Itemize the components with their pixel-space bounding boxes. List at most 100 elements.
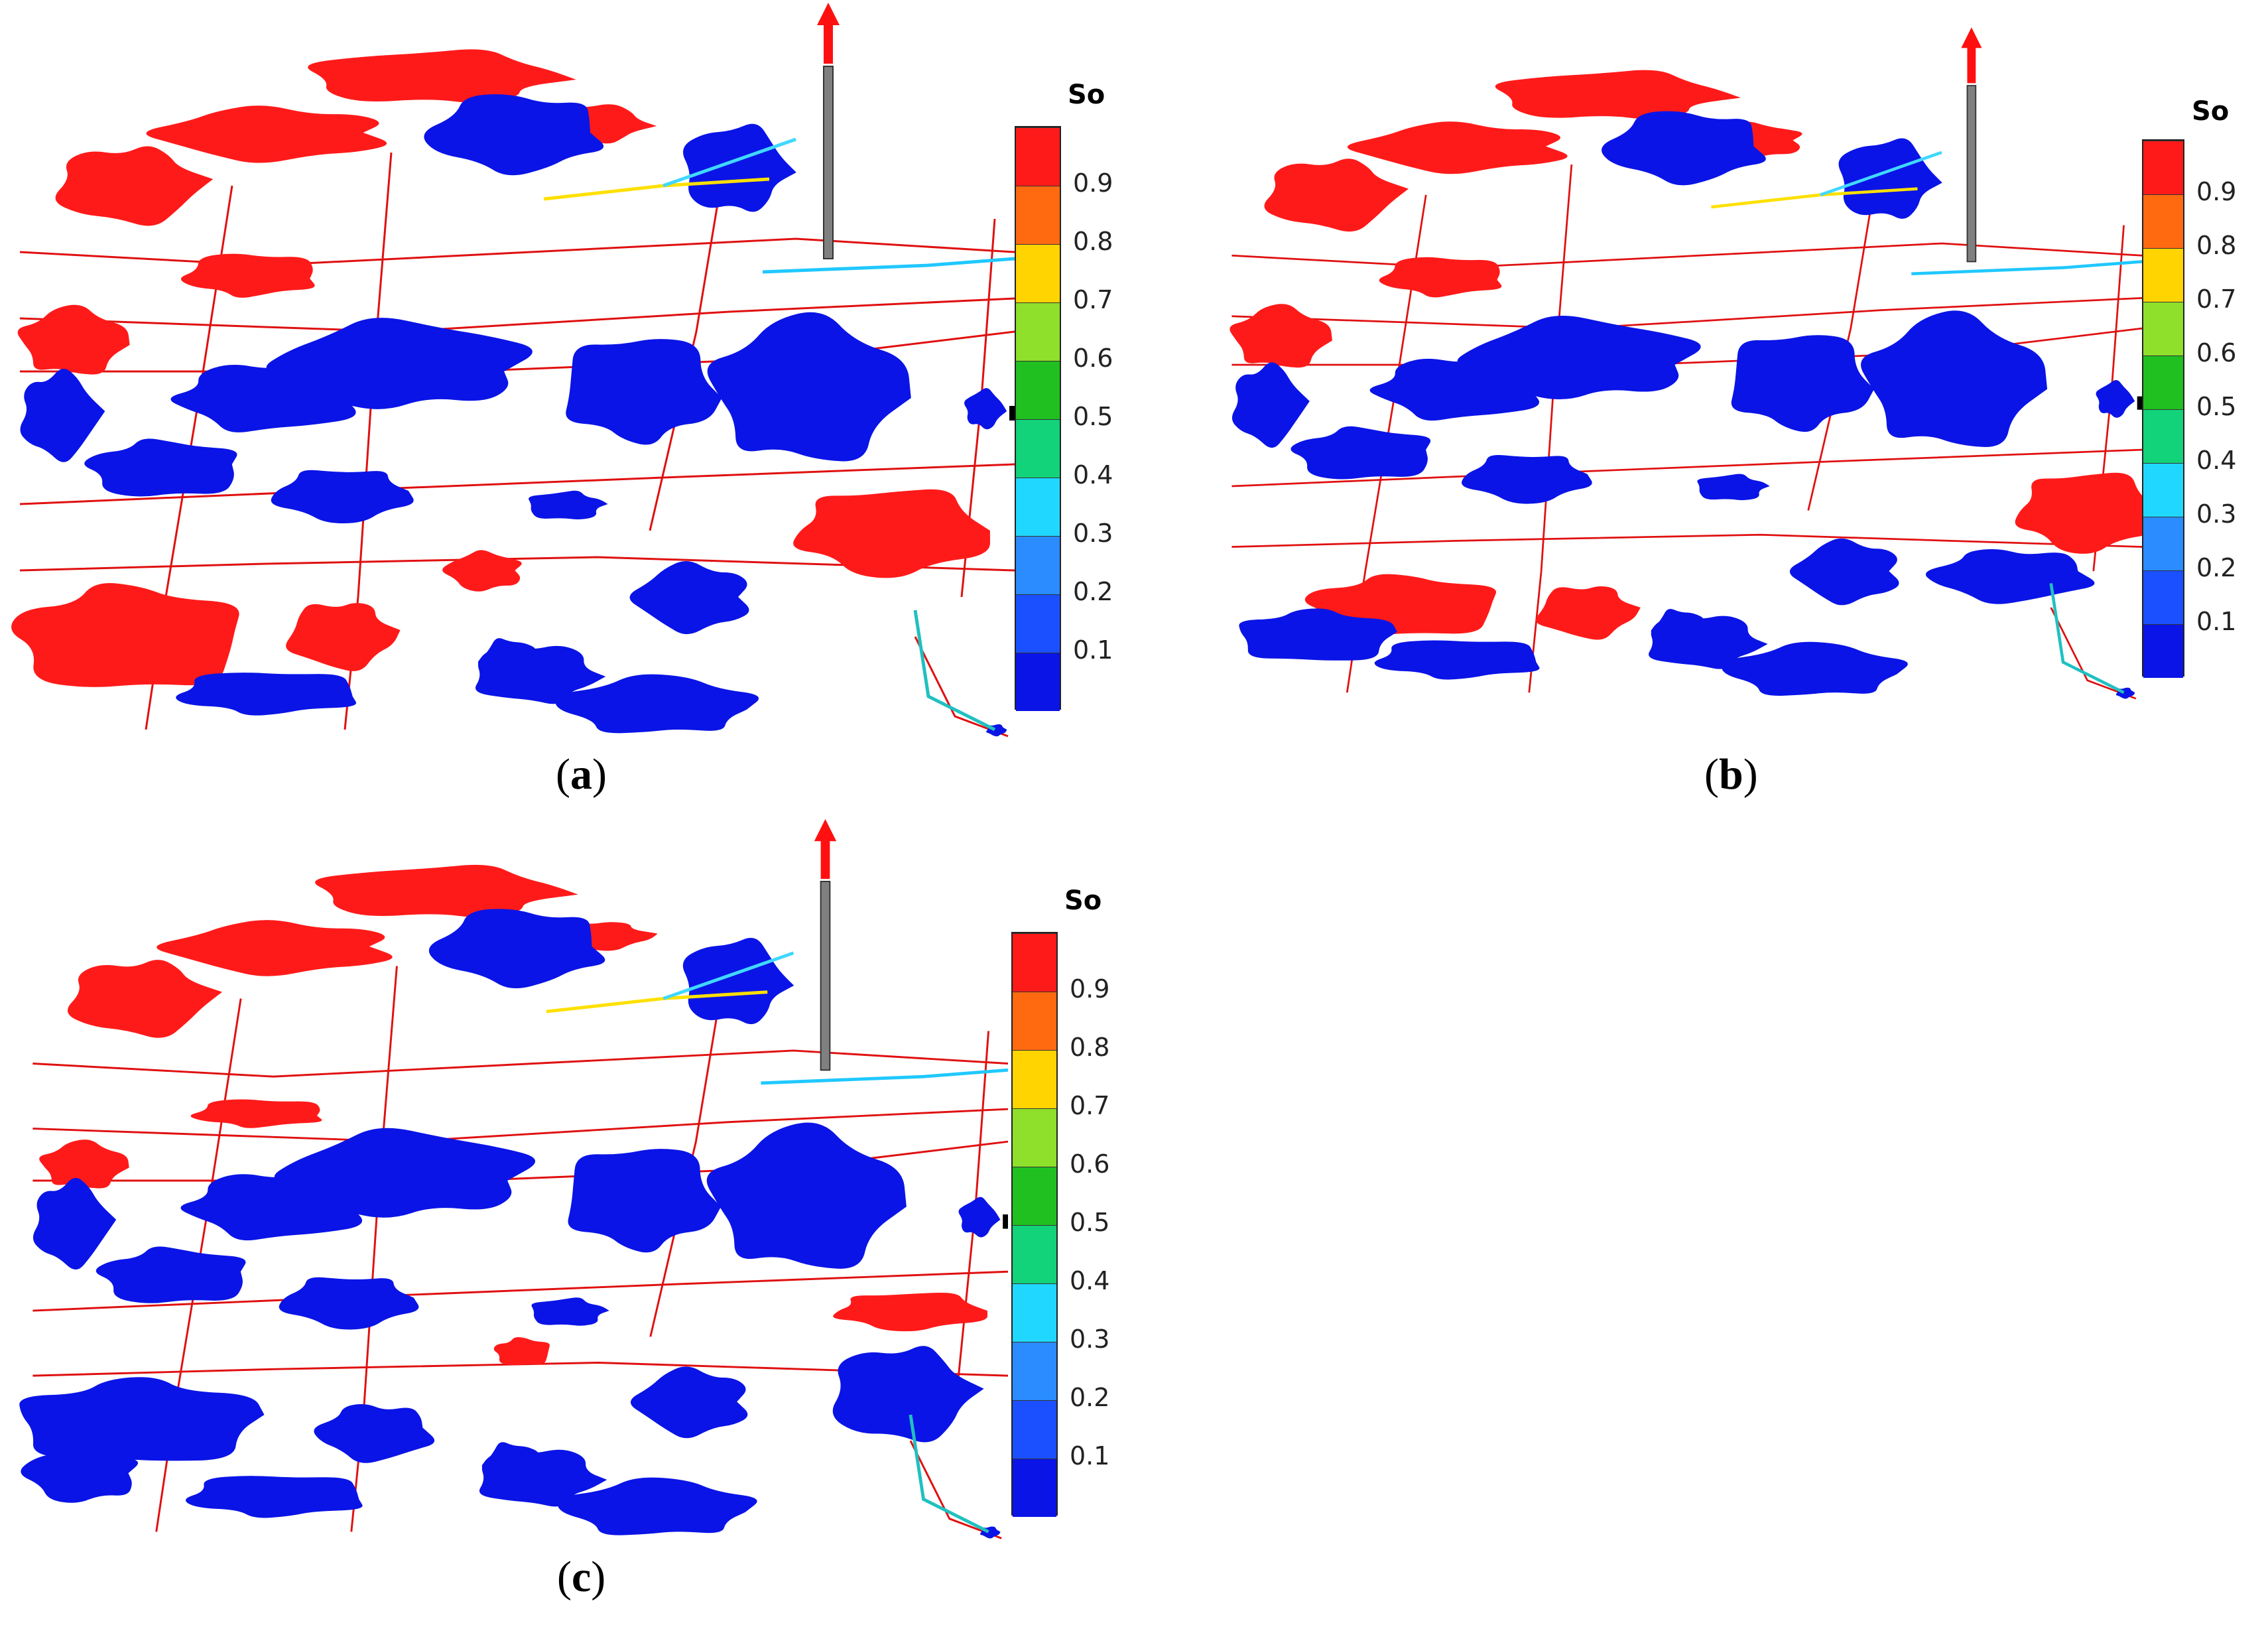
colorbar-b: So 0.9 0.8 0.7 0.6 0.5 0.4 0.3 0.2 0.1 <box>2142 93 2268 690</box>
colorbar-segment <box>1016 594 1060 653</box>
colorbar-segment <box>1013 1459 1056 1517</box>
fracture-line <box>19 297 1015 333</box>
saturation-map-b <box>1229 27 2142 700</box>
colorbar-tick-label: 0.2 <box>1073 577 1113 606</box>
oil-region <box>1229 304 1332 368</box>
transition-fracture <box>761 1068 1008 1085</box>
water-region <box>481 1442 540 1490</box>
oil-region <box>17 304 130 375</box>
water-region <box>1651 608 1705 654</box>
water-region <box>279 1277 419 1330</box>
colorbar-segment <box>1013 933 1056 992</box>
colorbar-segment <box>2143 194 2183 248</box>
caption-c: (c) <box>557 1553 606 1601</box>
water-region <box>186 1476 363 1518</box>
water-region <box>958 1197 1001 1238</box>
water-region <box>180 1174 363 1241</box>
water-region <box>1291 426 1431 480</box>
colorbar-segment <box>1016 419 1060 478</box>
water-region <box>707 312 911 462</box>
water-region <box>683 123 796 212</box>
water-region <box>629 561 749 635</box>
boundary-marker <box>1009 406 1015 421</box>
production-well <box>820 881 831 1071</box>
water-region <box>1925 549 2095 604</box>
colorbar-title: So <box>1068 80 1105 110</box>
oil-region <box>1347 121 1568 174</box>
colorbar-tick-label: 0.1 <box>1070 1441 1110 1470</box>
colorbar-segment <box>2143 248 2183 302</box>
fracture-line <box>1231 242 2142 269</box>
colorbar-segment <box>1013 1108 1056 1167</box>
water-region <box>271 470 414 524</box>
water-region <box>555 674 759 734</box>
water-region <box>557 1477 757 1535</box>
colorbar-segment <box>2143 570 2183 624</box>
colorbar-c: So 0.9 0.8 0.7 0.6 0.5 0.4 0.3 0.2 0.1 <box>1011 879 1164 1529</box>
colorbar-segment <box>2143 624 2183 678</box>
colorbar-tick-label: 0.8 <box>1073 227 1113 256</box>
panel-b: So 0.9 0.8 0.7 0.6 0.5 0.4 0.3 0.2 0.1 (b) <box>1214 7 2268 816</box>
water-region <box>477 638 537 687</box>
colorbar-tick-label: 0.1 <box>2196 607 2237 636</box>
fracture-line <box>1231 533 2142 548</box>
production-arrow-icon <box>1961 27 1982 84</box>
colorbar-tick-label: 0.7 <box>1070 1091 1110 1120</box>
colorbar-segment <box>2143 463 2183 517</box>
colorbar-tick-label: 0.9 <box>2196 177 2237 206</box>
boundary-marker <box>1003 1214 1008 1229</box>
transition-fracture <box>1820 151 1942 196</box>
colorbar-tick-label: 0.8 <box>2196 231 2237 260</box>
water-region <box>1239 608 1397 661</box>
water-region <box>314 1404 435 1463</box>
colorbar-a: So 0.9 0.8 0.7 0.6 0.5 0.4 0.3 0.2 0.1 <box>1015 73 1167 723</box>
water-region <box>706 1122 907 1269</box>
fracture-line <box>914 636 1009 738</box>
fracture-line <box>2050 607 2137 700</box>
colorbar-tick-label: 0.9 <box>1070 974 1110 1004</box>
water-region <box>95 1246 246 1303</box>
production-well <box>1966 85 1977 263</box>
colorbar-segment <box>2143 302 2183 356</box>
water-region <box>1861 310 2048 447</box>
colorbar-tick-label: 0.9 <box>1073 168 1113 198</box>
colorbar-tick-label: 0.5 <box>2196 392 2237 421</box>
colorbar-tick-label: 0.5 <box>1070 1208 1110 1237</box>
water-region <box>566 339 722 445</box>
oil-region <box>442 550 522 592</box>
colorbar-segment <box>1016 302 1060 361</box>
boundary-marker <box>2137 396 2142 410</box>
transition-fracture <box>1911 260 2142 276</box>
colorbar-tick-label: 0.8 <box>1070 1033 1110 1062</box>
transition-fracture <box>913 610 996 732</box>
water-region <box>19 1377 265 1461</box>
colorbar-tick-label: 0.2 <box>1070 1383 1110 1412</box>
oil-region <box>833 1292 988 1332</box>
water-region <box>832 1346 984 1443</box>
water-region <box>682 938 794 1025</box>
colorbar-tick-label: 0.5 <box>1073 402 1113 431</box>
transition-fracture <box>909 1414 989 1533</box>
oil-region <box>67 960 222 1038</box>
caption-b: (b) <box>1704 750 1758 799</box>
colorbar-segment <box>2143 141 2183 194</box>
colorbar-tick-label: 0.3 <box>1073 519 1113 548</box>
water-region <box>1789 538 1899 606</box>
water-region <box>531 1297 609 1326</box>
fracture-line <box>19 463 1015 505</box>
fracture-line <box>32 1362 1008 1377</box>
oil-region <box>286 603 401 671</box>
water-region <box>1731 335 1875 432</box>
water-region <box>1231 362 1310 448</box>
fracture-line <box>19 556 1015 572</box>
panel-a: So 0.9 0.8 0.7 0.6 0.5 0.4 0.3 0.2 0.1 (a) <box>0 0 1167 809</box>
colorbar-tick-label: 0.3 <box>1070 1325 1110 1354</box>
colorbar-segment <box>2143 517 2183 570</box>
transition-fracture <box>662 137 796 188</box>
water-region <box>1462 455 1592 504</box>
colorbar-segment <box>1013 1400 1056 1459</box>
water-region <box>630 1366 748 1439</box>
colorbar-tick-label: 0.2 <box>2196 553 2237 582</box>
colorbar-gradient <box>2142 139 2184 678</box>
colorbar-tick-label: 0.4 <box>1070 1266 1110 1295</box>
